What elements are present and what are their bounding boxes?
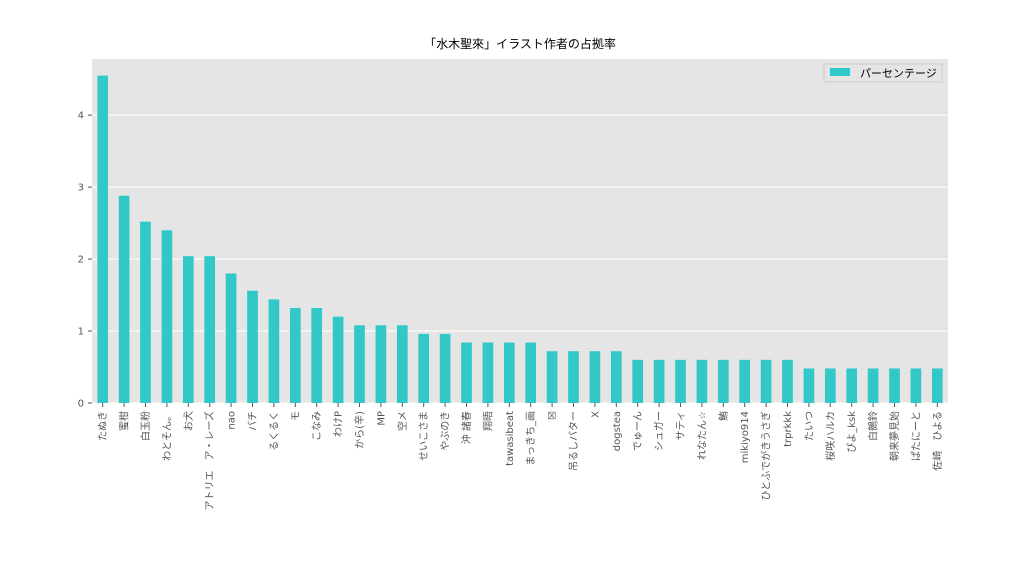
x-tick-label: 翔晤 (481, 411, 494, 431)
x-tick-label: わとそん。 (161, 411, 173, 461)
x-tick-label: ぴよ_ksk (846, 411, 858, 453)
x-tick-label: 桜咲ハルカ (824, 411, 837, 461)
x-tick-label: から(辛) (353, 411, 366, 449)
bar (717, 359, 729, 403)
x-tick-label: バチ (247, 411, 259, 431)
bar (824, 368, 836, 403)
bar (439, 333, 451, 403)
x-tick-label: お犬 (182, 411, 195, 431)
x-tick-label: 鮪 (717, 411, 730, 421)
x-tick-label: trprkkk (783, 411, 794, 447)
bar (418, 333, 430, 403)
bar (760, 359, 772, 403)
bar (675, 359, 686, 403)
x-tick-label: ひとふでがきうさぎ (760, 411, 773, 501)
x-tick-label: 佐崎 ひよる (931, 411, 944, 471)
x-tick-label: せいこさま (418, 411, 430, 461)
bar (268, 299, 280, 403)
x-tick-label: モ (291, 411, 302, 421)
legend-box (823, 63, 943, 83)
x-tick-label: わけP (333, 411, 345, 437)
y-axis: 0 1 2 3 4 (78, 111, 92, 410)
bar (118, 195, 130, 403)
x-tick-label: tawasibeat (505, 411, 516, 466)
x-tick-label: ☒ (548, 411, 559, 420)
bar (247, 290, 258, 403)
bar (696, 359, 708, 403)
x-tick-label: れなたん☆ (696, 411, 708, 460)
x-tick-label: やぶのき (440, 411, 452, 451)
bar (225, 273, 237, 403)
bar (589, 351, 601, 403)
bar (867, 368, 879, 403)
legend-label: パーセンテージ (860, 67, 937, 80)
bar (375, 325, 387, 403)
x-tick-label: MP (376, 411, 387, 426)
x-tick-label: ぱたにーと (910, 411, 922, 461)
bar (931, 368, 943, 403)
bar (204, 256, 216, 403)
bar (889, 368, 900, 403)
x-tick-label: 白鵺鈴 (867, 411, 880, 441)
bar (803, 368, 815, 403)
bars (97, 75, 943, 403)
x-tick-label: たぬき (97, 411, 109, 441)
bar (546, 351, 558, 403)
x-tick-label: dogstea (612, 411, 623, 451)
x-tick-label: 朝来夢見始 (888, 411, 901, 461)
bar (632, 359, 644, 403)
bar (289, 308, 301, 403)
bar (332, 316, 344, 403)
x-tick-label: nao (227, 411, 238, 430)
x-tick-label: 蜜柑 (118, 411, 131, 431)
x-tick-label: 空メ (396, 411, 409, 431)
x-tick-label: サティ (675, 411, 687, 440)
x-tick-label: シュガー (654, 411, 666, 451)
legend: パーセンテージ (823, 63, 943, 83)
bar (461, 342, 472, 403)
y-tick-label: 4 (78, 111, 84, 122)
x-tick-label: mikiyo914 (740, 411, 751, 463)
bar (610, 351, 622, 403)
bar (482, 342, 494, 403)
bar (846, 368, 858, 403)
bar (182, 256, 194, 403)
x-axis: たぬき 蜜柑 白玉粉 わとそん。 お犬 アトリエ ア・レーズ nao バチ るくるく モこなみ わけ… (97, 403, 944, 511)
plot-area (92, 59, 948, 403)
bar (525, 342, 537, 403)
bar (311, 308, 323, 403)
x-tick-label: 吊るしバター (568, 411, 580, 471)
x-tick-label: 沖 諸春 (460, 411, 473, 444)
bar (568, 351, 579, 403)
bar (354, 325, 365, 403)
legend-swatch (830, 68, 850, 76)
bar (140, 221, 151, 403)
x-tick-label: X (590, 411, 601, 418)
bar (503, 342, 515, 403)
bar (910, 368, 922, 403)
bar (782, 359, 793, 403)
bar (653, 359, 665, 403)
x-tick-label: 白玉粉 (139, 411, 152, 441)
y-tick-label: 0 (78, 399, 84, 410)
bar (161, 230, 173, 403)
bar (396, 325, 408, 403)
bar (97, 75, 109, 403)
y-tick-label: 3 (78, 183, 84, 194)
y-tick-label: 2 (78, 255, 84, 266)
x-tick-label: でゅーん (632, 411, 644, 451)
chart-title: 「水木聖來」イラスト作者の占拠率 (424, 36, 616, 51)
y-tick-label: 1 (78, 327, 84, 338)
x-tick-label: たいつ (803, 411, 815, 441)
x-tick-label: まっきち_画 (525, 411, 537, 466)
bar (739, 359, 751, 403)
x-tick-label: アトリエ ア・レーズ (203, 411, 216, 511)
x-tick-label: こなみ (311, 411, 323, 441)
x-tick-label: るくるく (268, 411, 280, 451)
